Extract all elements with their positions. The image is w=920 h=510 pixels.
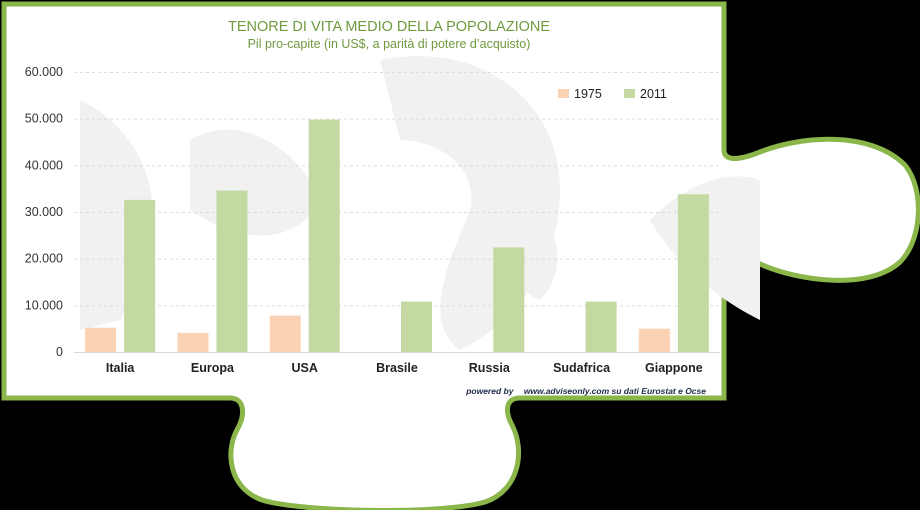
y-tick-label: 50.000 bbox=[25, 112, 63, 126]
x-tick-label: Giappone bbox=[645, 361, 703, 375]
legend-label-2011: 2011 bbox=[640, 87, 667, 101]
y-tick-label: 30.000 bbox=[25, 205, 63, 219]
x-tick-label: Italia bbox=[106, 361, 136, 375]
legend: 1975 2011 bbox=[558, 87, 667, 101]
source-text: www.adviseonly.com su dati Eurostat e Oc… bbox=[524, 386, 706, 396]
x-tick-label: USA bbox=[292, 361, 318, 375]
bar-1975-europa bbox=[177, 332, 209, 352]
y-tick-label: 0 bbox=[56, 345, 63, 359]
y-tick-label: 40.000 bbox=[25, 158, 63, 172]
chart-subtitle: Pil pro-capite (in US$, a parità di pote… bbox=[248, 37, 531, 51]
source-note: powered by www.adviseonly.com su dati Eu… bbox=[465, 386, 706, 396]
y-axis: 0 10.000 20.000 30.000 40.000 50.000 60.000 bbox=[25, 65, 63, 359]
bar-2011-brasile bbox=[401, 301, 432, 352]
legend-swatch-2011 bbox=[624, 89, 635, 98]
x-tick-label: Europa bbox=[191, 361, 235, 375]
legend-swatch-1975 bbox=[558, 89, 569, 98]
x-axis: Italia Europa USA Brasile Russia Sudafrica Gia… bbox=[106, 361, 703, 375]
x-tick-label: Sudafrica bbox=[553, 361, 611, 375]
x-tick-label: Brasile bbox=[376, 361, 418, 375]
bar-1975-usa bbox=[269, 315, 301, 352]
bar-2011-giappone bbox=[677, 194, 709, 352]
bar-2011-europa bbox=[216, 190, 248, 352]
bar-1975-italia bbox=[85, 327, 117, 352]
bars bbox=[85, 119, 709, 352]
y-tick-label: 10.000 bbox=[25, 298, 63, 312]
y-tick-label: 60.000 bbox=[25, 65, 63, 79]
bar-2011-sudafrica bbox=[585, 301, 617, 352]
bar-2011-usa bbox=[308, 119, 340, 352]
chart-title: TENORE DI VITA MEDIO DELLA POPOLAZIONE bbox=[228, 19, 550, 35]
y-tick-label: 20.000 bbox=[25, 252, 63, 266]
legend-label-1975: 1975 bbox=[574, 87, 602, 101]
bar-2011-italia bbox=[124, 199, 156, 352]
x-tick-label: Russia bbox=[469, 361, 511, 375]
bar-1975-giappone bbox=[638, 328, 670, 352]
bar-2011-russia bbox=[493, 247, 525, 352]
source-powered: powered by bbox=[465, 386, 515, 396]
